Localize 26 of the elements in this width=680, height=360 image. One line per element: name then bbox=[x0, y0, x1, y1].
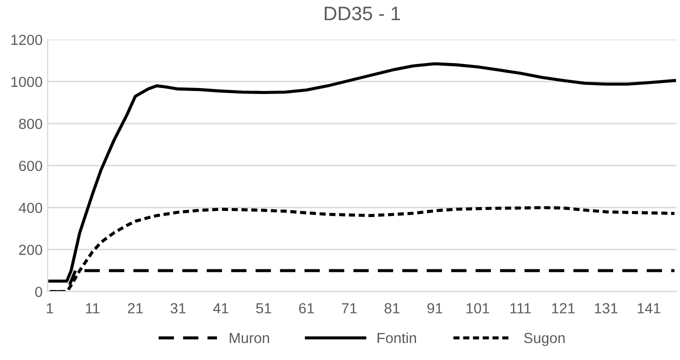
y-tick-label: 1200 bbox=[11, 34, 42, 46]
x-tick-label: 31 bbox=[170, 303, 186, 314]
y-tick-label: 600 bbox=[19, 160, 42, 172]
chart-title: DD35 - 1 bbox=[324, 6, 400, 20]
x-tick-label: 1 bbox=[46, 303, 54, 314]
x-tick-label: 21 bbox=[128, 303, 143, 314]
x-tick-label: 101 bbox=[466, 303, 490, 314]
y-tick-label: 800 bbox=[19, 118, 42, 130]
legend-label: Fontin bbox=[378, 332, 416, 344]
x-tick-label: 111 bbox=[510, 303, 531, 314]
y-tick-label: 400 bbox=[18, 202, 42, 214]
y-tick-label: 1000 bbox=[11, 76, 42, 88]
x-tick-label: 41 bbox=[213, 303, 228, 314]
x-tick-label: 131 bbox=[594, 303, 618, 314]
legend-label: Sugon bbox=[524, 332, 565, 346]
x-tick-label: 91 bbox=[427, 303, 442, 314]
x-tick-label: 61 bbox=[299, 303, 314, 314]
y-tick-label: 200 bbox=[19, 244, 42, 256]
x-tick-label: 71 bbox=[342, 303, 357, 314]
x-tick-label: 51 bbox=[256, 303, 272, 314]
x-tick-label: 11 bbox=[86, 303, 100, 314]
x-tick-label: 121 bbox=[552, 303, 575, 314]
x-tick-label: 141 bbox=[638, 303, 660, 314]
y-tick-label: 0 bbox=[35, 286, 42, 298]
legend-label: Muron bbox=[230, 332, 270, 344]
x-tick-label: 81 bbox=[384, 303, 400, 314]
